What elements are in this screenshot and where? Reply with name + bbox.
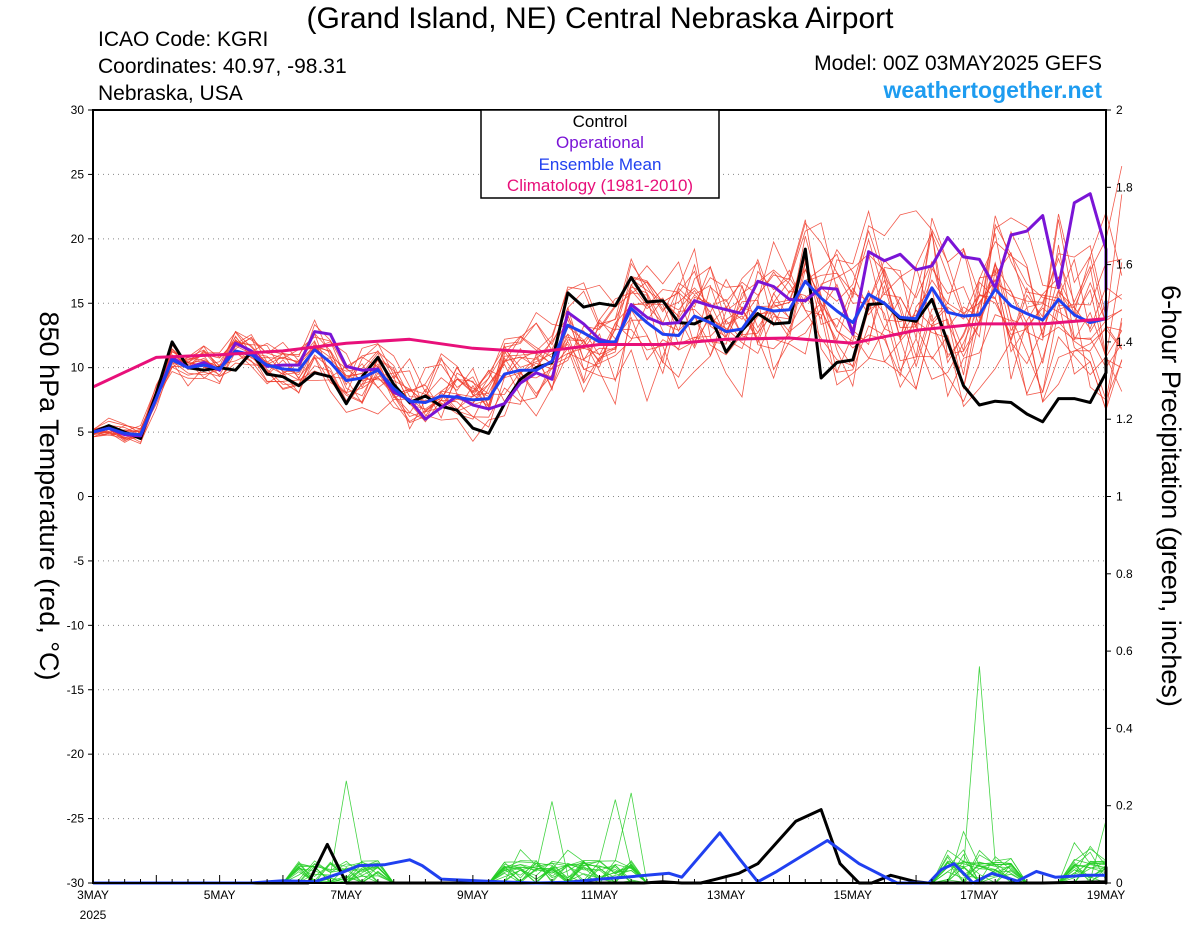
control-temperature-line xyxy=(92,247,1108,440)
y-tick-label: 20 xyxy=(71,232,85,246)
y2-tick-label: 1.4 xyxy=(1116,335,1133,349)
icao-code: ICAO Code: KGRI xyxy=(98,28,269,51)
temperature-member-line xyxy=(92,211,1123,434)
legend-climatology: Climatology (1981-2010) xyxy=(507,176,693,195)
chart-title: (Grand Island, NE) Central Nebraska Airp… xyxy=(306,2,894,35)
legend-box xyxy=(480,109,720,199)
y2-axis-title: 6-hour Precipitation (green, inches) xyxy=(1156,285,1186,707)
plot-frame xyxy=(92,109,1107,884)
y2-tick-label: 1.8 xyxy=(1116,180,1133,194)
y-tick-label: -20 xyxy=(67,747,85,761)
x-tick-label: 9MAY xyxy=(457,888,489,902)
climatology-1981-2010-temperature-line xyxy=(92,317,1107,389)
y2-tick-label: 0.2 xyxy=(1116,799,1133,813)
precipitation-member-line xyxy=(93,666,1107,884)
temperature-member-line xyxy=(92,194,1123,438)
y-tick-label: -25 xyxy=(67,812,85,826)
y2-tick-label: 2 xyxy=(1116,103,1123,117)
x-tick-label: 13MAY xyxy=(707,888,745,902)
precipitation-member-line xyxy=(93,792,1106,884)
x-year-label: 2025 xyxy=(80,908,107,922)
y-tick-label: 30 xyxy=(71,103,85,117)
y2-tick-label: 1 xyxy=(1116,490,1123,504)
x-tick-label: 11MAY xyxy=(581,888,619,902)
y-tick-label: 0 xyxy=(77,490,84,504)
temperature-member-line xyxy=(92,245,1122,434)
x-tick-label: 19MAY xyxy=(1087,888,1125,902)
y2-tick-label: 0.6 xyxy=(1116,644,1133,658)
temperature-member-line xyxy=(92,247,1122,440)
y-tick-label: 10 xyxy=(71,361,85,375)
legend-operational: Operational xyxy=(556,133,644,152)
temperature-member-line xyxy=(92,210,1123,435)
y-axis-title: 850 hPa Temperature (red, °C) xyxy=(34,312,64,681)
coordinates: Coordinates: 40.97, -98.31 xyxy=(98,55,347,78)
y2-tick-label: 1.2 xyxy=(1116,412,1133,426)
y2-tick-label: 0.8 xyxy=(1116,567,1133,581)
x-tick-label: 15MAY xyxy=(834,888,872,902)
y-tick-label: -15 xyxy=(67,683,85,697)
y2-tick-label: 0 xyxy=(1116,876,1123,890)
ensemble-mean-temperature-line xyxy=(92,279,1108,437)
y-tick-label: 25 xyxy=(71,167,85,181)
y-tick-label: -5 xyxy=(73,554,84,568)
temperature-member-line xyxy=(92,258,1123,432)
x-tick-label: 5MAY xyxy=(204,888,236,902)
x-tick-label: 7MAY xyxy=(330,888,362,902)
legend-control: Control xyxy=(573,112,628,131)
series-lines xyxy=(92,192,1108,885)
temperature-member-line xyxy=(92,215,1123,439)
y-tick-label: 15 xyxy=(71,296,85,310)
temperature-member-line xyxy=(92,263,1122,434)
x-tick-label: 3MAY xyxy=(77,888,109,902)
ensemble-members xyxy=(92,166,1123,884)
y-tick-label: -10 xyxy=(67,618,85,632)
temperature-member-line xyxy=(92,217,1123,443)
site-credit: weathertogether.net xyxy=(883,77,1102,103)
model-run: Model: 00Z 03MAY2025 GEFS xyxy=(814,52,1102,75)
region-label: Nebraska, USA xyxy=(98,82,243,105)
gridlines xyxy=(93,173,1106,820)
x-tick-label: 17MAY xyxy=(960,888,998,902)
precipitation-member-line xyxy=(93,820,1107,884)
y-tick-label: -30 xyxy=(67,876,85,890)
legend: Control Operational Ensemble Mean Climat… xyxy=(480,109,720,199)
y2-tick-label: 0.4 xyxy=(1116,721,1133,735)
axis-ticks: 302520151050-5-10-15-20-25-3021.81.61.41… xyxy=(67,103,1133,922)
legend-ensemble-mean: Ensemble Mean xyxy=(539,155,662,174)
y2-tick-label: 1.6 xyxy=(1116,258,1133,272)
y-tick-label: 5 xyxy=(77,425,84,439)
